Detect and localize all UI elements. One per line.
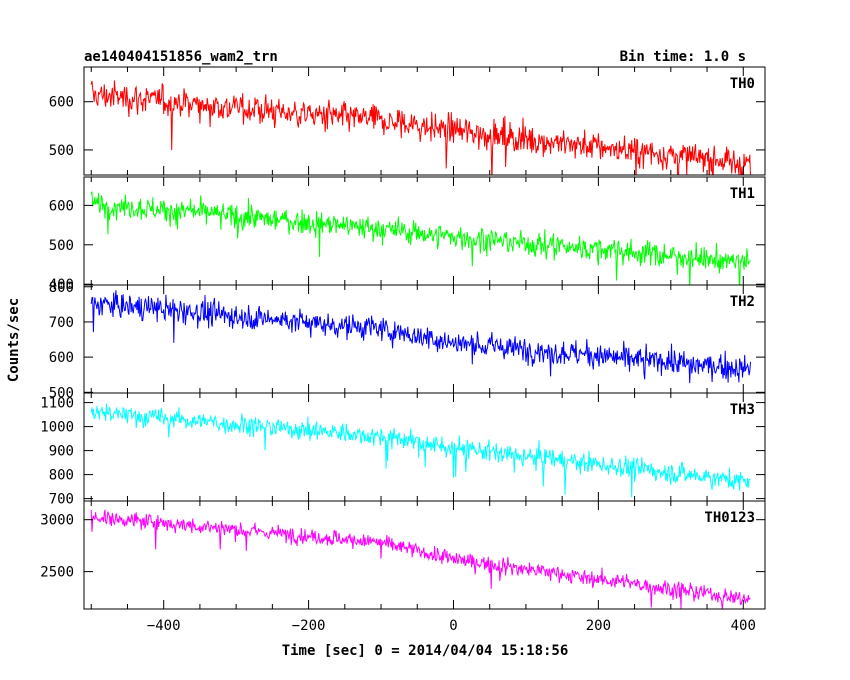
panel-frame-th0123 — [83, 500, 766, 610]
series-line-th1 — [90, 191, 751, 285]
y-tick-label-th2: 500 — [49, 385, 74, 401]
y-tick-label-th3: 1100 — [40, 396, 74, 412]
panel-th3: 700 800 900 1000 1100 TH3 — [40, 392, 766, 508]
channel-label-th0123: TH0123 — [704, 510, 755, 526]
x-axis-label: Time [sec] 0 = 2014/04/04 15:18:56 — [282, 643, 569, 659]
y-tick-label-th2: 800 — [49, 280, 74, 296]
y-tick-label-th0123: 3000 — [40, 513, 74, 529]
y-tick-label-th2: 600 — [49, 350, 74, 366]
y-tick-label-th3: 900 — [49, 444, 74, 460]
panel-th0123: 2500 3000 TH0123 — [40, 500, 766, 610]
series-line-th0123 — [90, 509, 751, 609]
y-tick-label-th0123: 2500 — [40, 565, 74, 581]
panel-frame-th2 — [83, 284, 766, 394]
panel-stack: 500 600 TH0 400 500 600 TH1 500 600 700 800 TH2 700 8… — [40, 66, 766, 634]
x-tick-label: −200 — [292, 618, 326, 634]
panel-th2: 500 600 700 800 TH2 — [49, 280, 766, 401]
y-tick-label-th1: 500 — [49, 238, 74, 254]
y-tick-label-th3: 1000 — [40, 420, 74, 436]
x-tick-label: −400 — [147, 618, 181, 634]
figure-title: ae140404151856_wam2_trn — [84, 49, 278, 65]
series-line-th3 — [90, 403, 751, 498]
y-tick-label-th3: 700 — [49, 492, 74, 508]
y-axis-label: Counts/sec — [6, 298, 22, 382]
panel-th1: 400 500 600 TH1 — [49, 176, 766, 293]
x-tick-label: 200 — [586, 618, 611, 634]
y-tick-label-th3: 800 — [49, 468, 74, 484]
channel-label-th1: TH1 — [730, 186, 755, 202]
x-tick-label: 400 — [731, 618, 756, 634]
panel-th0: 500 600 TH0 — [49, 66, 766, 176]
series-line-th0 — [90, 80, 751, 175]
y-tick-label-th0: 500 — [49, 143, 74, 159]
panel-frame-th3 — [83, 392, 766, 502]
channel-label-th2: TH2 — [730, 294, 755, 310]
bin-time-label: Bin time: 1.0 s — [620, 49, 746, 65]
y-tick-label-th2: 700 — [49, 315, 74, 331]
series-line-th2 — [90, 290, 751, 384]
x-tick-label: 0 — [449, 618, 457, 634]
channel-label-th0: TH0 — [730, 76, 755, 92]
channel-label-th3: TH3 — [730, 402, 755, 418]
panel-frame-th0 — [83, 66, 766, 176]
y-tick-label-th1: 600 — [49, 198, 74, 214]
y-tick-label-th0: 600 — [49, 95, 74, 111]
y-tick-label-th1: 400 — [49, 277, 74, 293]
